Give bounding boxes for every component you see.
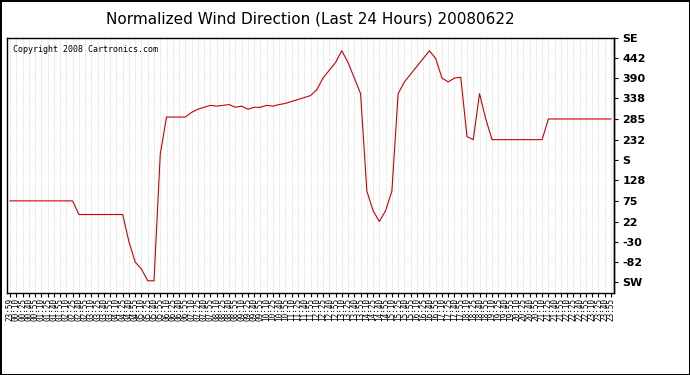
- Text: Copyright 2008 Cartronics.com: Copyright 2008 Cartronics.com: [13, 45, 158, 54]
- Text: Normalized Wind Direction (Last 24 Hours) 20080622: Normalized Wind Direction (Last 24 Hours…: [106, 11, 515, 26]
